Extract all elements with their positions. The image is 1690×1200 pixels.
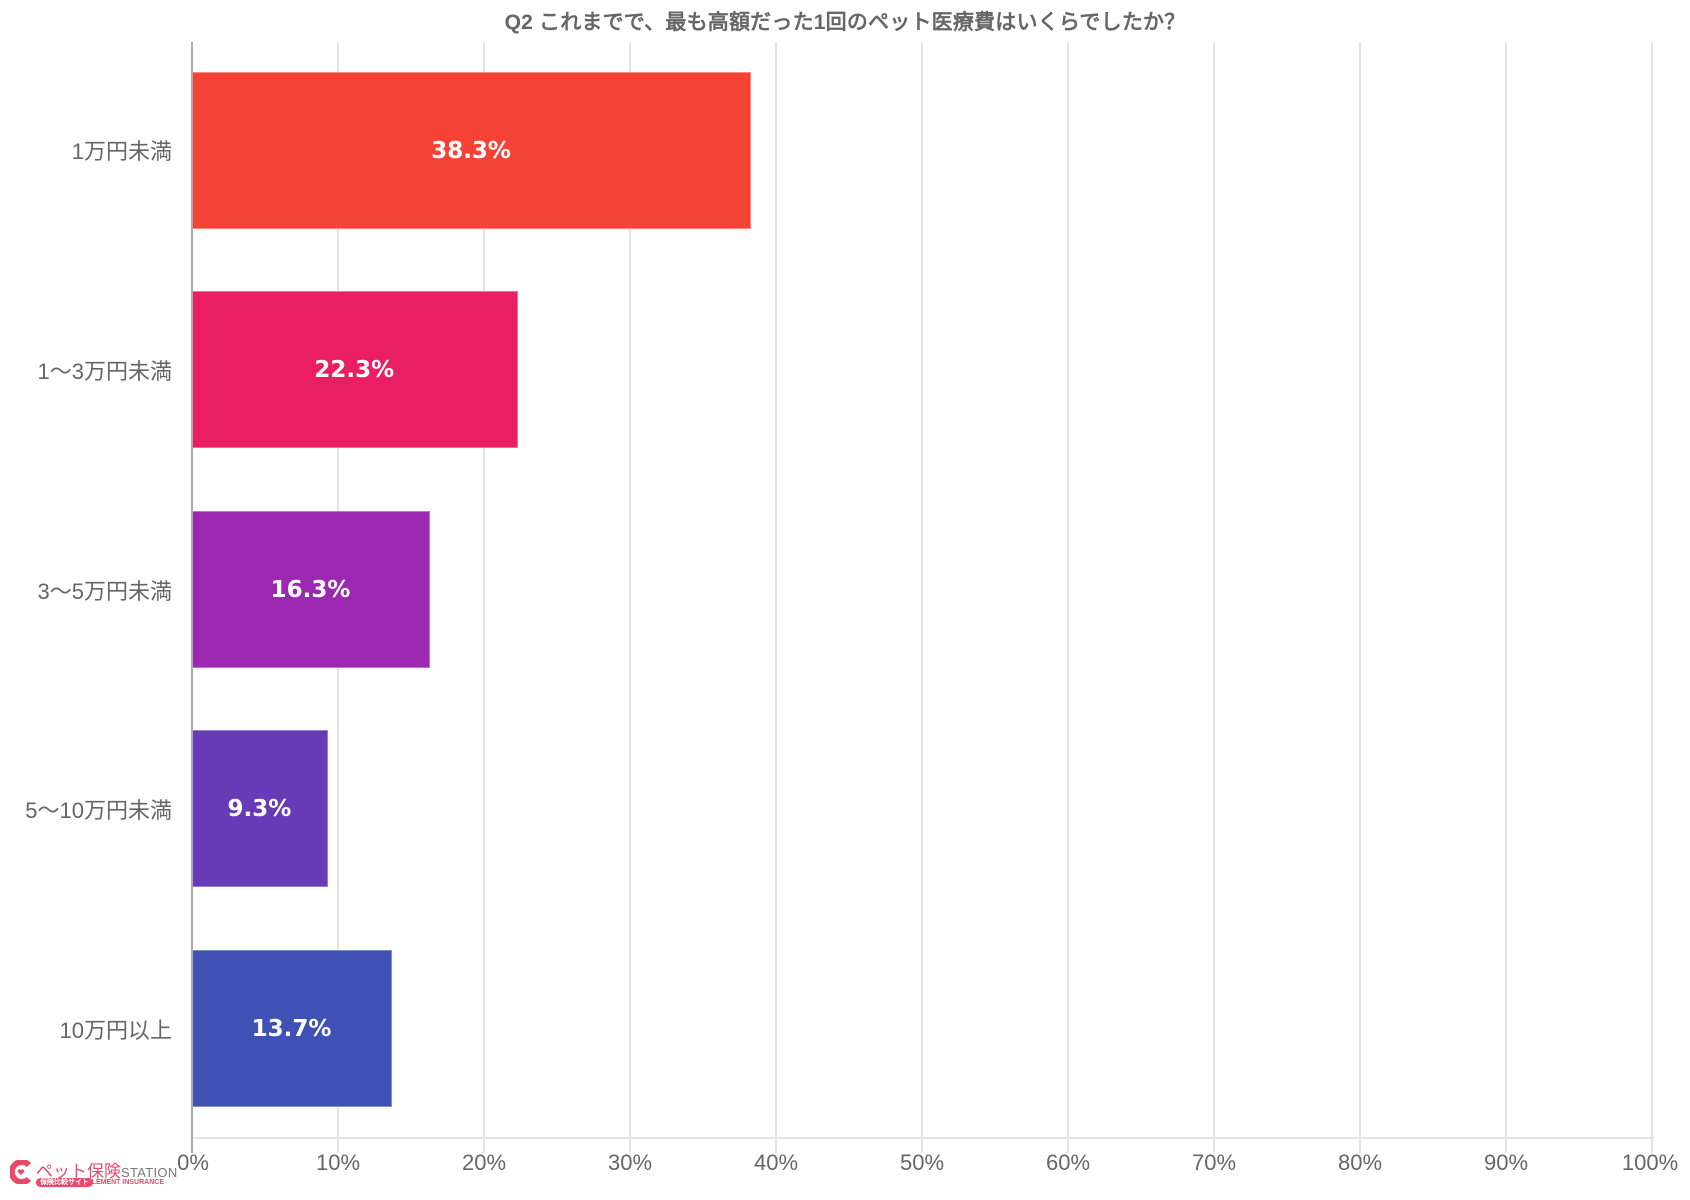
x-tick [1505, 1139, 1507, 1153]
x-tick [921, 1139, 923, 1153]
category-label: 1万円未満 [71, 139, 172, 164]
x-tick-label: 10% [315, 1150, 361, 1175]
plot-area: 38.3% 22.3% 16.3% 9.3% 13.7% [191, 42, 1654, 1153]
x-tick-label: 70% [1191, 1150, 1237, 1175]
x-tick [775, 1139, 777, 1153]
gridline [1651, 42, 1653, 1139]
bar-value-label: 22.3% [314, 356, 395, 383]
x-axis-line [192, 1137, 1654, 1139]
logo-pill: 保険比較サイト [36, 1178, 93, 1187]
category-label: 5〜10万円未満 [25, 798, 172, 823]
x-tick-label: 0% [177, 1150, 209, 1175]
bar-1: 22.3% [192, 291, 518, 448]
x-tick [1651, 1139, 1653, 1153]
y-axis-line [191, 42, 193, 1153]
gridline [1213, 42, 1215, 1139]
x-tick-label: 30% [607, 1150, 653, 1175]
logo-heart-c-icon [10, 1160, 32, 1184]
gridline [483, 42, 485, 1139]
x-tick [629, 1139, 631, 1153]
x-tick-label: 20% [461, 1150, 507, 1175]
x-tick [1359, 1139, 1361, 1153]
gridline [1067, 42, 1069, 1139]
bar-4: 13.7% [192, 950, 393, 1107]
gridline [1359, 42, 1361, 1139]
bar-3: 9.3% [192, 730, 328, 887]
gridline [775, 42, 777, 1139]
chart-title: Q2 これまでで、最も高額だった1回のペット医療費はいくらでしたか？ [504, 11, 1186, 34]
bar-value-label: 16.3% [270, 576, 351, 603]
bar-value-label: 9.3% [227, 795, 292, 822]
x-tick-label: 40% [753, 1150, 799, 1175]
x-tick [1213, 1139, 1215, 1153]
bar-2: 16.3% [192, 511, 430, 668]
x-tick-label: 90% [1483, 1150, 1529, 1175]
logo-wordmark: ペット保険STATION [36, 1157, 178, 1182]
gridline [629, 42, 631, 1139]
logo-suffix: STATION [121, 1165, 178, 1180]
x-tick [483, 1139, 485, 1153]
bar-value-label: 38.3% [431, 137, 511, 164]
category-label: 3〜5万円未満 [37, 579, 172, 604]
x-tick [337, 1139, 339, 1153]
x-tick [1067, 1139, 1069, 1153]
x-tick-label: 100% [1621, 1150, 1679, 1175]
bar-value-label: 13.7% [251, 1015, 332, 1042]
logo-subtitle: ELEMENT INSURANCE [87, 1179, 165, 1186]
gridline [921, 42, 923, 1139]
x-tick-label: 80% [1337, 1150, 1383, 1175]
brand-logo: ペット保険STATION 保険比較サイト ELEMENT INSURANCE [10, 1158, 177, 1190]
category-label: 1〜3万円未満 [37, 359, 172, 384]
logo-name: ペット保険 [36, 1162, 121, 1181]
category-label: 10万円以上 [59, 1018, 172, 1043]
x-tick-label: 60% [1045, 1150, 1091, 1175]
gridline [1505, 42, 1507, 1139]
x-tick-label: 50% [899, 1150, 945, 1175]
bar-0: 38.3% [192, 72, 752, 229]
